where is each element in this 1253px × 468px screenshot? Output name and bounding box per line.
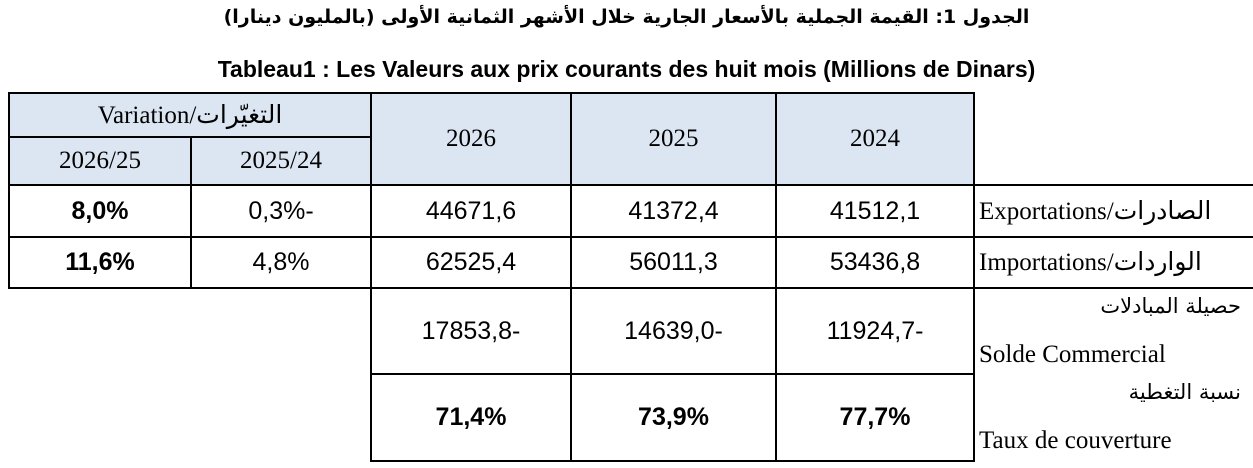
cell: 8,0% — [8, 184, 192, 238]
row-label-arabic: حصيلة المبادلات — [1100, 294, 1241, 318]
cell: 0,3%- — [190, 184, 372, 238]
column-header: 2026 — [370, 92, 572, 186]
cell: 62525,4 — [370, 236, 572, 289]
cell: 53436,8 — [775, 236, 975, 289]
column-header: 2024 — [775, 92, 975, 186]
cell: 14639,0- — [570, 287, 777, 375]
cell: 71,4% — [370, 373, 572, 462]
row-label-french: Taux de couverture — [979, 427, 1172, 454]
cell: 41512,1 — [775, 184, 975, 238]
variation-header: Variation/التغيّرات — [8, 92, 372, 138]
row-label: Importations/الواردات — [973, 236, 1253, 289]
cell: 44671,6 — [370, 184, 572, 238]
cell: 73,9% — [570, 373, 777, 462]
cell: 11924,7- — [775, 287, 975, 375]
title-arabic: الجدول 1: القيمة الجملية بالأسعار الجاري… — [223, 6, 1030, 28]
column-header: 2025 — [570, 92, 777, 186]
cell: 17853,8- — [370, 287, 572, 375]
cell: 77,7% — [775, 373, 975, 462]
cell: 11,6% — [8, 236, 192, 289]
cell: 41372,4 — [570, 184, 777, 238]
row-label-french: Solde Commercial — [979, 341, 1166, 368]
title-french: Tableau1 : Les Valeurs aux prix courants… — [217, 56, 1036, 82]
column-header: 2026/25 — [8, 136, 192, 186]
row-label-arabic: نسبة التغطية — [1128, 380, 1241, 404]
cell: 56011,3 — [570, 236, 777, 289]
row-label: Exportations/الصادرات — [973, 184, 1253, 238]
column-header: 2025/24 — [190, 136, 372, 186]
cell: 4,8% — [190, 236, 372, 289]
